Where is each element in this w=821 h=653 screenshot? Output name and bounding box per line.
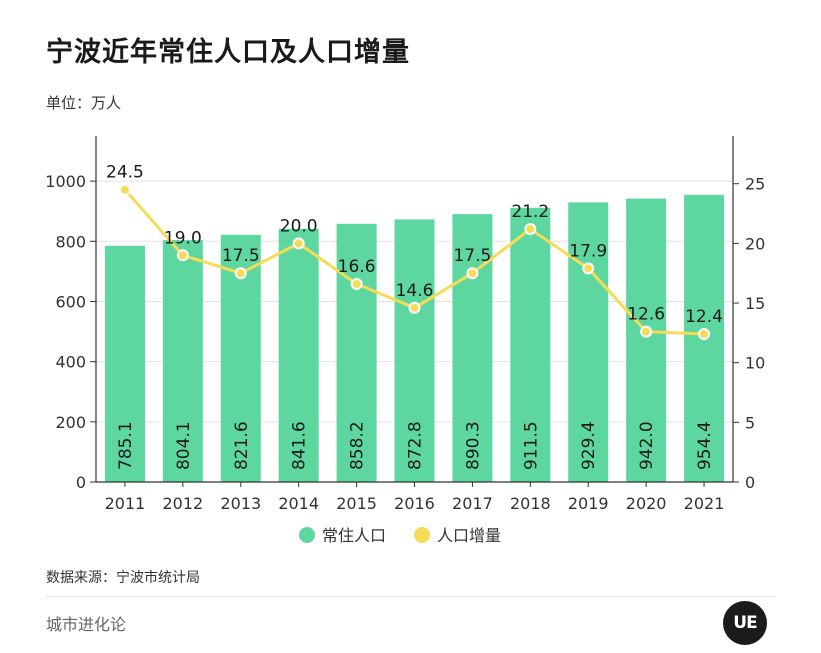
y-right-tick-label: 25 (745, 175, 765, 194)
y-left-tick-label: 800 (55, 232, 86, 251)
chart-title: 宁波近年常住人口及人口增量 (46, 37, 410, 68)
increment-point (698, 328, 711, 341)
bar-value-label: 821.6 (232, 421, 252, 470)
y-left-tick-label: 0 (76, 473, 86, 492)
bar-value-label: 785.1 (116, 421, 136, 470)
bar (394, 219, 435, 482)
x-tick-label: 2017 (452, 494, 493, 513)
x-tick-label: 2012 (163, 494, 204, 513)
x-tick-label: 2019 (568, 494, 609, 513)
increment-value-label: 20.0 (280, 216, 318, 236)
increment-point (118, 183, 131, 196)
legend-bar-label: 常住人口 (322, 526, 386, 545)
bar-value-label: 841.6 (290, 421, 310, 470)
increment-point (234, 267, 247, 280)
data-source: 数据来源：宁波市统计局 (46, 570, 200, 586)
increment-point (350, 277, 363, 290)
footer-divider (46, 596, 775, 597)
brand-logo: UE (723, 601, 767, 645)
x-tick-label: 2021 (684, 494, 725, 513)
y-left-tick-label: 200 (55, 413, 86, 432)
x-tick-label: 2014 (278, 494, 319, 513)
bar (568, 202, 609, 482)
increment-value-label: 17.5 (453, 246, 491, 266)
brand-name: 城市进化论 (46, 615, 127, 634)
increment-value-label: 16.6 (338, 257, 376, 277)
increment-value-label: 17.5 (222, 246, 260, 266)
bar-value-label: 942.0 (637, 421, 657, 470)
bar (452, 214, 493, 483)
bar-value-label: 858.2 (348, 421, 368, 470)
x-tick-label: 2018 (510, 494, 551, 513)
increment-point (408, 301, 421, 314)
increment-value-label: 12.4 (685, 307, 723, 327)
increment-point (292, 237, 305, 250)
legend-line-label: 人口增量 (437, 526, 501, 545)
increment-point (640, 325, 653, 338)
bar (510, 207, 551, 482)
increment-point (466, 267, 479, 280)
x-tick-label: 2013 (220, 494, 261, 513)
increment-value-label: 19.0 (164, 228, 202, 248)
unit-label: 单位：万人 (46, 94, 122, 112)
y-right-tick-label: 15 (745, 294, 765, 313)
increment-value-label: 24.5 (106, 163, 144, 183)
bar-value-label: 804.1 (174, 421, 194, 470)
bar (278, 228, 319, 482)
bar (162, 240, 203, 482)
increment-value-label: 17.9 (569, 241, 607, 261)
increment-value-label: 14.6 (396, 281, 434, 301)
bar-value-label: 954.4 (695, 421, 715, 470)
bar-value-label: 929.4 (579, 421, 599, 470)
increment-point (176, 249, 189, 262)
increment-value-label: 12.6 (627, 305, 665, 325)
x-tick-label: 2011 (105, 494, 146, 513)
x-tick-label: 2015 (336, 494, 377, 513)
y-right-tick-label: 5 (745, 413, 755, 432)
bar (104, 245, 145, 482)
chart: 0 200 400 600 800 1000 0 5 10 15 20 25 2011 2012 2013 2… (45, 136, 765, 545)
y-right-tick-label: 10 (745, 354, 765, 373)
x-tick-label: 2016 (394, 494, 435, 513)
y-right-tick-label: 20 (745, 234, 765, 253)
bar-value-label: 872.8 (406, 421, 426, 470)
legend-bar-swatch (299, 527, 315, 543)
increment-point (524, 223, 537, 236)
increment-value-label: 21.2 (511, 202, 549, 222)
legend-line-swatch (414, 527, 430, 543)
y-left-tick-label: 600 (55, 292, 86, 311)
increment-point (582, 262, 595, 275)
y-left-tick-label: 1000 (45, 172, 86, 191)
bar (626, 198, 667, 482)
bar-value-label: 911.5 (521, 421, 541, 470)
y-right-tick-label: 0 (745, 473, 755, 492)
x-tick-label: 2020 (626, 494, 667, 513)
y-left-tick-label: 400 (55, 353, 86, 372)
bar (336, 223, 377, 482)
bar-value-label: 890.3 (463, 421, 483, 470)
